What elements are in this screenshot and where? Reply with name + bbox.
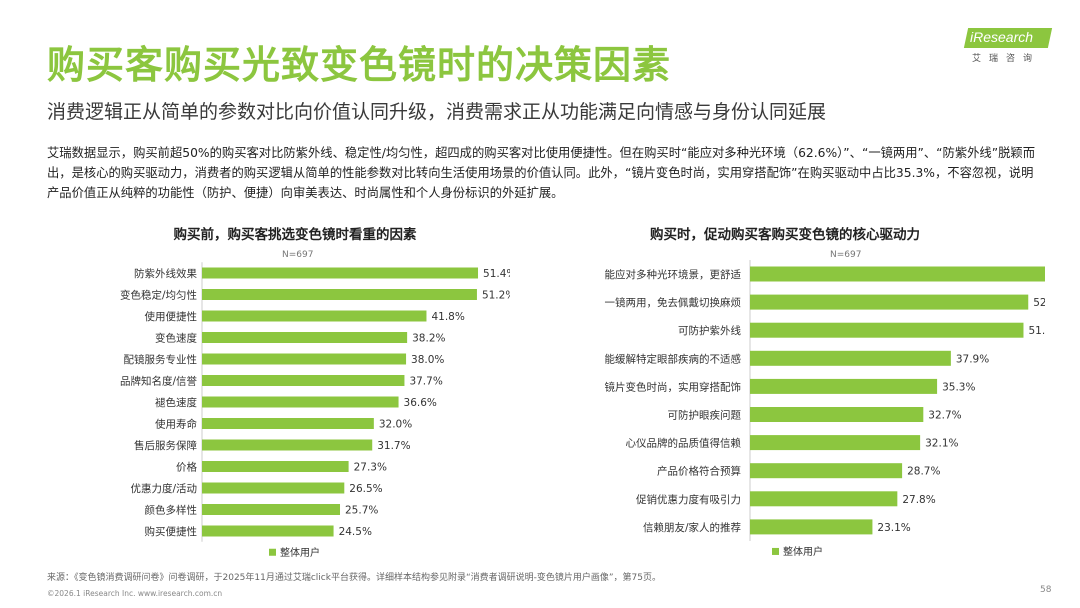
category-label: 信赖朋友/家人的推荐 xyxy=(643,521,741,534)
value-label: 36.6% xyxy=(404,397,437,409)
value-label: 32.1% xyxy=(925,438,958,450)
value-label: 23.1% xyxy=(877,522,910,534)
bar xyxy=(750,350,951,366)
category-label: 售后服务保障 xyxy=(134,439,197,452)
bar xyxy=(202,482,345,494)
bar xyxy=(750,378,938,394)
category-label: 配镜服务专业性 xyxy=(124,353,198,366)
bar xyxy=(202,332,408,343)
category-label: 颜色多样性 xyxy=(145,504,198,517)
bar xyxy=(750,519,873,535)
value-label: 38.0% xyxy=(411,354,444,366)
category-label: 可防护紫外线 xyxy=(678,324,741,337)
bar xyxy=(202,310,427,322)
value-label: 26.5% xyxy=(349,483,382,495)
bar xyxy=(750,435,921,451)
category-label: 褪色速度 xyxy=(155,396,197,409)
chart-title: 购买时，促动购买客购买变色镜的核心驱动力 xyxy=(650,226,920,243)
category-label: 价格 xyxy=(176,461,197,474)
legend-swatch xyxy=(772,547,779,555)
bar xyxy=(750,463,903,479)
value-label: 35.3% xyxy=(942,381,975,393)
page-subtitle: 消费逻辑正从简单的参数对比向价值认同升级，消费需求正从功能满足向情感与身份认同延… xyxy=(47,101,827,123)
legend-label: 整体用户 xyxy=(280,546,320,559)
bar xyxy=(202,525,334,537)
value-label: 37.9% xyxy=(956,353,989,365)
chart-at-purchase: 购买时，促动购买客购买变色镜的核心驱动力N=697能应对多种光环境景，更舒适62… xyxy=(605,226,1045,558)
bar xyxy=(750,407,924,422)
chart-title: 购买前，购买客挑选变色镜时看重的因素 xyxy=(174,226,417,243)
category-label: 可防护眼疾问题 xyxy=(668,409,742,422)
bar xyxy=(750,266,1045,282)
value-label: 51.4% xyxy=(483,268,510,280)
source-note: 来源：《变色镜消费调研问卷》问卷调研，于2025年11月通过艾瑞click平台获… xyxy=(47,573,661,583)
category-label: 能应对多种光环境景，更舒适 xyxy=(605,268,742,281)
bar xyxy=(202,504,341,515)
value-label: 52.5% xyxy=(1033,297,1045,309)
bar xyxy=(202,396,399,408)
value-label: 38.2% xyxy=(412,333,445,345)
value-label: 27.3% xyxy=(354,462,387,474)
value-label: 41.8% xyxy=(431,311,464,323)
bar xyxy=(202,353,407,365)
bar xyxy=(202,375,405,386)
value-label: 27.8% xyxy=(902,494,935,506)
sample-size: N=697 xyxy=(830,250,861,260)
bar xyxy=(202,267,479,279)
category-label: 镜片变色时尚，实用穿搭配饰 xyxy=(605,380,742,393)
value-label: 32.0% xyxy=(379,419,412,431)
bar xyxy=(750,322,1024,338)
logo-text: iResearch xyxy=(970,29,1034,45)
value-label: 24.5% xyxy=(339,526,372,538)
bar xyxy=(750,491,898,507)
page-title: 购买客购买光致变色镜时的决策因素 xyxy=(47,43,672,87)
category-label: 购买便捷性 xyxy=(145,525,198,538)
logo-cn-text: 艾瑞咨询 xyxy=(972,54,1041,64)
category-label: 使用便捷性 xyxy=(145,310,198,323)
category-label: 促销优惠力度有吸引力 xyxy=(636,493,741,506)
category-label: 使用寿命 xyxy=(155,418,197,431)
value-label: 51.2% xyxy=(482,290,510,302)
iresearch-logo: iResearch 艾瑞咨询 xyxy=(962,24,1054,64)
bar xyxy=(750,294,1029,310)
category-label: 防紫外线效果 xyxy=(134,267,197,280)
bar xyxy=(202,461,349,472)
value-label: 32.7% xyxy=(928,410,961,422)
value-label: 31.7% xyxy=(377,440,410,452)
category-label: 品牌知名度/信誉 xyxy=(120,375,198,388)
category-label: 产品价格符合预算 xyxy=(657,465,741,478)
category-label: 能缓解特定眼部疾病的不适感 xyxy=(605,352,742,365)
category-label: 优惠力度/活动 xyxy=(130,482,197,495)
bar xyxy=(202,289,477,300)
copyright: ©2026.1 iResearch Inc. www.iresearch.com… xyxy=(47,589,223,598)
legend-label: 整体用户 xyxy=(783,545,823,558)
chart-before-purchase: 购买前，购买客挑选变色镜时看重的因素 N=697 防紫外线效果 51.4% 变色稳定/均… xyxy=(120,226,510,559)
value-label: 37.7% xyxy=(409,376,442,388)
page-number: 58 xyxy=(1040,585,1052,595)
category-label: 变色速度 xyxy=(155,332,197,345)
category-label: 心仪品牌的品质值得信赖 xyxy=(626,437,742,450)
category-label: 变色稳定/均匀性 xyxy=(120,289,197,302)
value-label: 51.6% xyxy=(1028,325,1045,337)
bar xyxy=(202,418,374,429)
value-label: 25.7% xyxy=(345,505,378,517)
value-label: 28.7% xyxy=(907,466,940,478)
sample-size: N=697 xyxy=(282,250,313,260)
summary-paragraph: 艾瑞数据显示，购买前超50%的购买客对比防紫外线、稳定性/均匀性，超四成的购买客… xyxy=(47,146,1035,200)
bar xyxy=(202,439,373,451)
category-label: 一镜两用，免去佩戴切换麻烦 xyxy=(605,296,742,309)
legend-swatch xyxy=(269,548,276,556)
